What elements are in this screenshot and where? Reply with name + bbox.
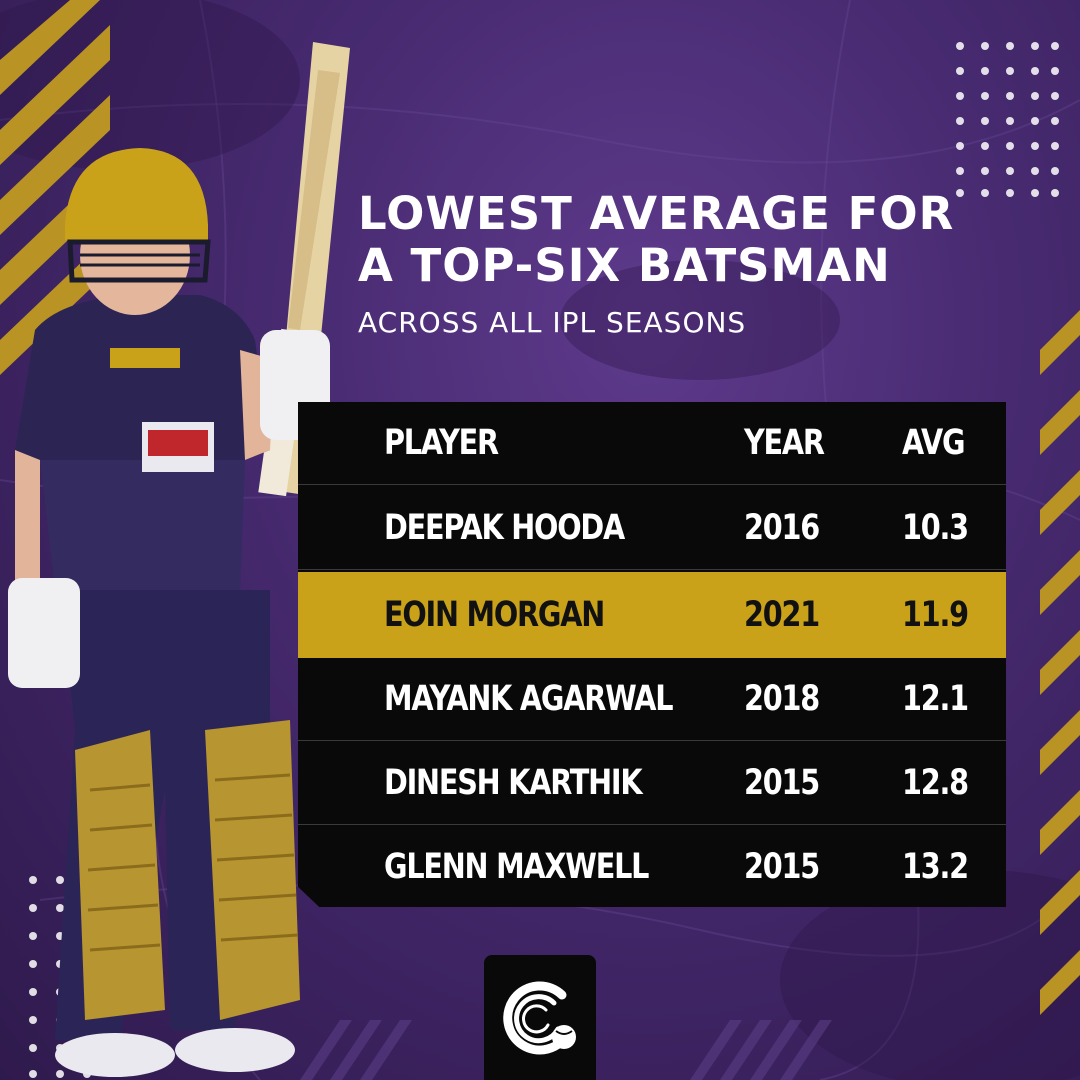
season-year: 2018 [744,679,820,719]
season-year: 2021 [744,595,820,635]
dot-pattern-top [956,42,1059,197]
table-header-row: PLAYER YEAR AVG [298,402,1006,485]
title-block: LOWEST AVERAGE FOR A TOP-SIX BATSMAN ACR… [358,187,1018,340]
page-subtitle: ACROSS ALL IPL SEASONS [358,306,747,339]
brand-logo [484,955,596,1080]
batting-average: 10.3 [902,508,969,548]
player-name: DEEPAK HOODA [384,508,625,548]
bottom-gold-stripes [300,1020,832,1080]
season-year: 2015 [744,763,820,803]
column-header-year: YEAR [744,423,825,463]
batting-average: 11.9 [902,595,969,635]
table-row-highlighted: EOIN MORGAN 2021 11.9 [298,572,1006,658]
cricket-ball-logo-icon [503,981,576,1055]
player-photo [8,42,350,1077]
batting-average: 12.8 [902,763,969,803]
player-name: EOIN MORGAN [384,595,605,635]
player-name: MAYANK AGARWAL [384,679,673,719]
right-gold-stripes [1040,310,1080,1015]
column-header-avg: AVG [902,423,966,463]
table-row: DINESH KARTHIK 2015 12.8 [298,742,1006,825]
player-name: DINESH KARTHIK [384,763,643,803]
table-row: DEEPAK HOODA 2016 10.3 [298,487,1006,570]
page-title-line-2: A TOP-SIX BATSMAN [358,239,891,292]
batting-average: 13.2 [902,847,969,887]
page-title-line-1: LOWEST AVERAGE FOR [358,187,955,240]
player-name: GLENN MAXWELL [384,847,649,887]
table-row: MAYANK AGARWAL 2018 12.1 [298,658,1006,741]
stats-table: PLAYER YEAR AVG DEEPAK HOODA 2016 10.3 E… [298,402,1006,907]
season-year: 2015 [744,847,820,887]
table-row: GLENN MAXWELL 2015 13.2 [298,826,1006,907]
column-header-player: PLAYER [384,423,499,463]
batting-average: 12.1 [902,679,969,719]
season-year: 2016 [744,508,820,548]
